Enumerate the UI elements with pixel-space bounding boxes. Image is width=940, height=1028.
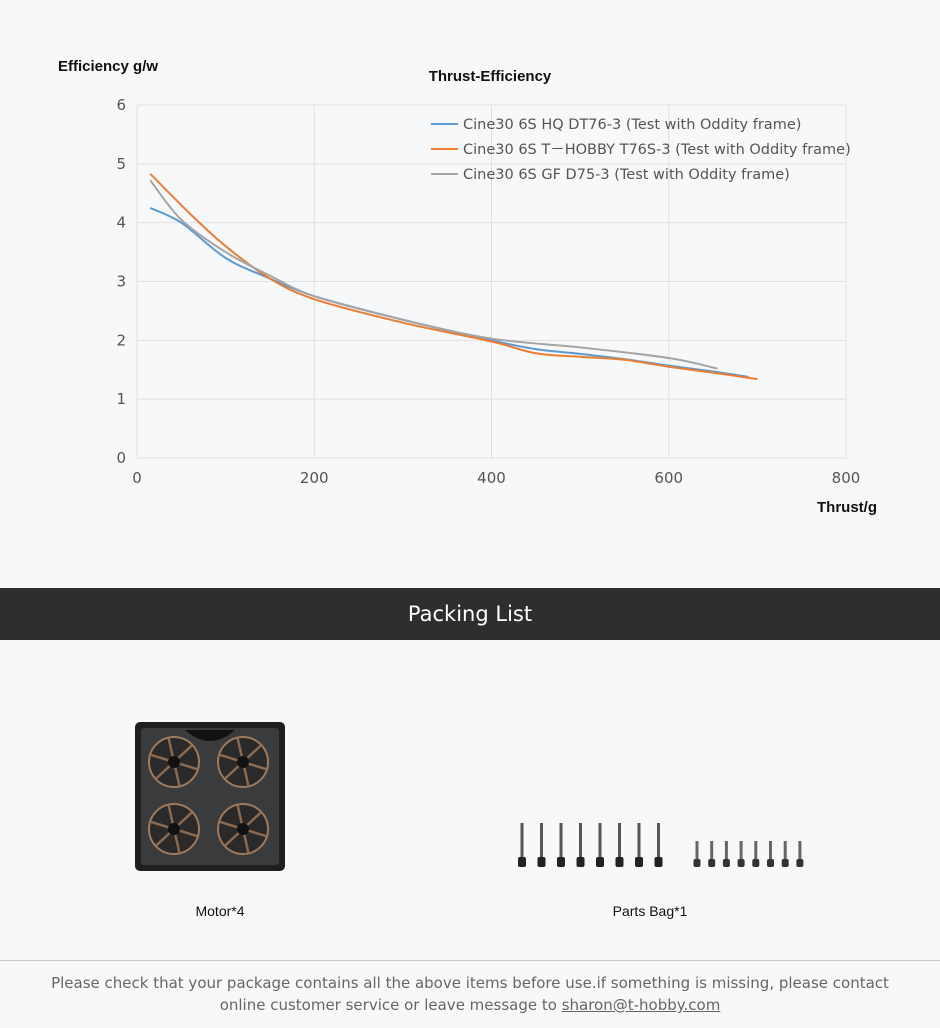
y-tick-label: 5 [116, 155, 126, 173]
y-tick-label: 0 [116, 449, 126, 467]
y-tick-label: 1 [116, 390, 126, 408]
parts-bag-caption: Parts Bag*1 [612, 903, 688, 919]
legend-entry: Cine30 6S HQ DT76-3 (Test with Oddity fr… [463, 117, 801, 133]
y-tick-label: 2 [116, 331, 126, 349]
parts-bag-image [510, 815, 810, 875]
efficiency-chart: 0 1 2 3 4 5 6 0 200 400 600 800 Cine30 6S HQ DT76-3 … [116, 96, 861, 487]
chart-title: Thrust-Efficiency [428, 68, 552, 85]
x-tick-label: 800 [832, 469, 861, 487]
y-tick-label: 4 [116, 214, 126, 232]
x-tick-label: 400 [477, 469, 506, 487]
divider [0, 960, 940, 961]
x-tick-label: 600 [654, 469, 683, 487]
series-line-3 [149, 179, 718, 370]
y-tick-label: 3 [116, 273, 126, 291]
email-link[interactable]: sharon@t-hobby.com [561, 996, 721, 1014]
legend-entry: Cine30 6S T－HOBBY T76S-3 (Test with Oddi… [463, 142, 851, 158]
y-tick-label: 6 [116, 96, 126, 114]
motor-box-image [135, 722, 285, 871]
motor-caption: Motor*4 [195, 903, 245, 919]
x-tick-label: 200 [300, 469, 329, 487]
series-line-1 [149, 207, 749, 378]
packing-list-header: Packing List [0, 588, 940, 640]
series-line-2 [149, 173, 758, 381]
footer-note: Please check that your package contains … [30, 972, 910, 1016]
y-axis-label: Efficiency g/w [58, 58, 159, 75]
x-axis-label: Thrust/g [817, 499, 877, 516]
x-tick-label: 0 [132, 469, 142, 487]
legend-entry: Cine30 6S GF D75-3 (Test with Oddity fra… [463, 167, 790, 183]
note-text: Please check that your package contains … [51, 974, 889, 1014]
